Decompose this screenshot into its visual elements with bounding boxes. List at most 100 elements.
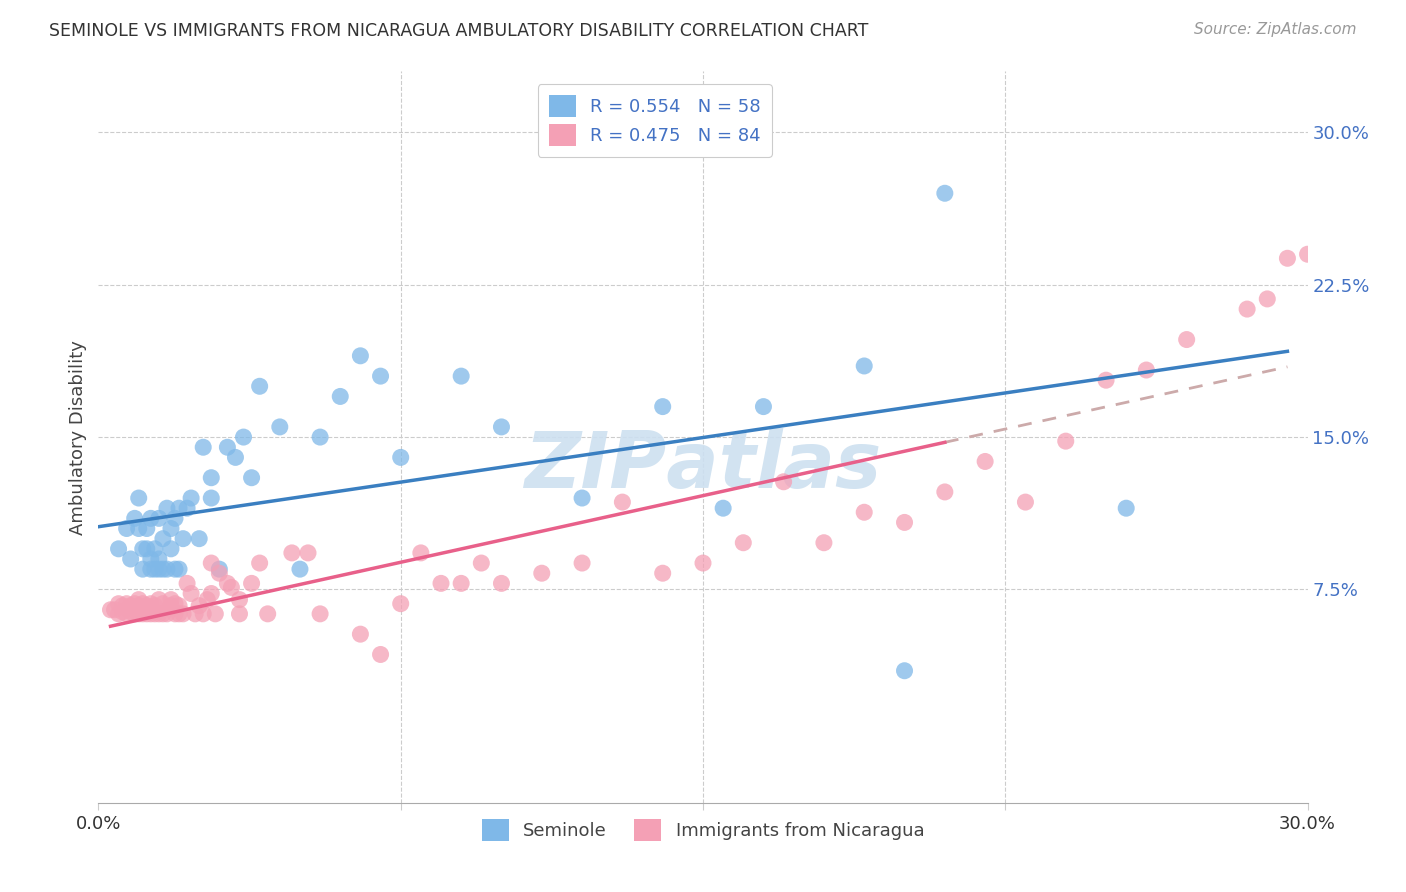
Point [491,576,513,591]
Point [156,501,179,516]
Point [120,552,142,566]
Point [470,556,492,570]
Point [143,607,166,621]
Point [309,430,332,444]
Point [530,566,553,581]
Point [176,501,198,516]
Point [132,541,155,556]
Point [124,511,146,525]
Point [228,592,250,607]
Point [143,562,166,576]
Point [1115,501,1137,516]
Point [711,501,734,516]
Point [148,552,170,566]
Point [228,607,250,621]
Point [160,599,183,613]
Point [217,440,239,454]
Point [200,556,222,570]
Point [124,607,146,621]
Legend: Seminole, Immigrants from Nicaragua: Seminole, Immigrants from Nicaragua [474,812,932,848]
Point [612,495,634,509]
Point [152,597,174,611]
Point [188,532,211,546]
Point [143,541,166,556]
Point [167,599,190,613]
Point [1014,495,1036,509]
Point [1277,252,1299,266]
Point [893,516,915,530]
Point [160,521,183,535]
Point [934,485,956,500]
Point [853,505,876,519]
Point [195,592,218,607]
Point [232,430,254,444]
Point [135,599,157,613]
Point [281,546,304,560]
Point [128,521,150,535]
Point [156,562,179,576]
Point [132,607,155,621]
Point [100,603,122,617]
Point [224,450,246,465]
Point [934,186,956,201]
Point [167,501,190,516]
Point [128,599,150,613]
Point [651,400,673,414]
Point [1256,292,1278,306]
Point [240,576,263,591]
Point [160,592,183,607]
Point [450,576,472,591]
Text: ZIP​atlas: ZIP​atlas [524,428,882,504]
Point [128,607,150,621]
Point [115,597,138,611]
Point [249,379,271,393]
Point [163,562,186,576]
Point [135,541,157,556]
Point [148,511,170,525]
Point [430,576,453,591]
Point [1236,301,1258,317]
Point [128,592,150,607]
Point [389,450,412,465]
Point [156,607,179,621]
Point [184,607,207,621]
Point [111,605,134,619]
Point [135,607,157,621]
Point [571,556,593,570]
Point [256,607,278,621]
Point [208,562,231,576]
Point [893,664,915,678]
Point [450,369,472,384]
Point [1175,333,1198,347]
Point [176,576,198,591]
Point [188,599,211,613]
Point [163,511,186,525]
Point [208,566,231,581]
Point [1135,363,1157,377]
Point [124,597,146,611]
Point [143,599,166,613]
Point [297,546,319,560]
Point [148,592,170,607]
Point [180,491,202,505]
Point [733,535,755,549]
Point [120,605,142,619]
Point [221,581,243,595]
Point [107,597,129,611]
Point [139,562,162,576]
Point [240,471,263,485]
Point [752,400,775,414]
Point [193,440,215,454]
Point [115,607,138,621]
Point [1095,373,1118,387]
Point [193,607,215,621]
Point [163,607,186,621]
Point [128,491,150,505]
Point [269,420,291,434]
Point [172,607,194,621]
Point [139,607,162,621]
Point [160,541,183,556]
Point [152,562,174,576]
Point [370,648,392,662]
Y-axis label: Ambulatory Disability: Ambulatory Disability [69,340,87,534]
